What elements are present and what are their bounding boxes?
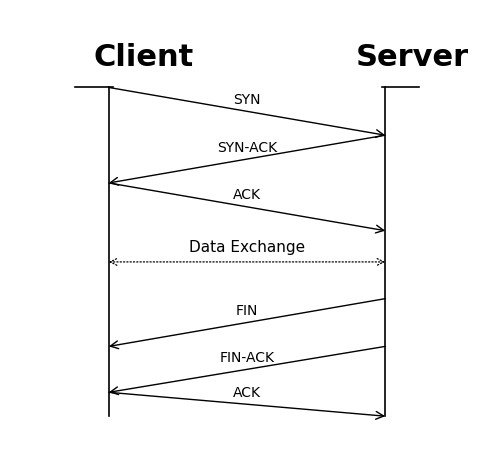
Text: SYN-ACK: SYN-ACK xyxy=(217,140,277,154)
Text: ACK: ACK xyxy=(233,188,261,202)
Text: Server: Server xyxy=(355,43,469,72)
Text: FIN-ACK: FIN-ACK xyxy=(219,350,275,364)
Text: Client: Client xyxy=(94,43,194,72)
Text: SYN: SYN xyxy=(233,93,261,107)
Text: ACK: ACK xyxy=(233,385,261,399)
Text: FIN: FIN xyxy=(236,303,258,317)
Text: Data Exchange: Data Exchange xyxy=(189,239,305,254)
